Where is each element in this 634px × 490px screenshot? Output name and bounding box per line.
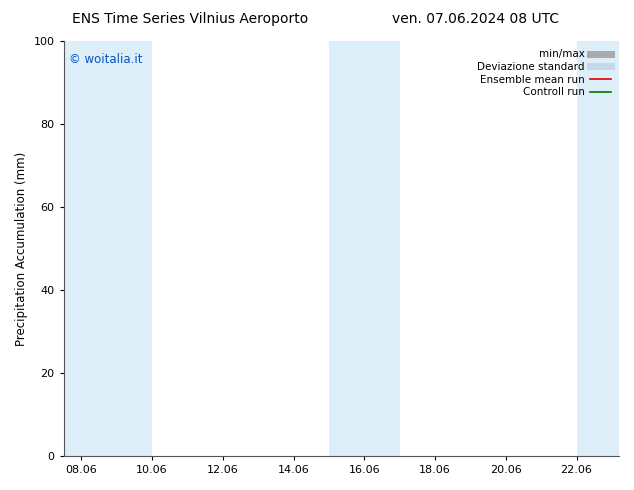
Bar — [117, 41, 152, 456]
Bar — [329, 41, 365, 456]
Bar — [63, 41, 117, 456]
Text: ENS Time Series Vilnius Aeroporto: ENS Time Series Vilnius Aeroporto — [72, 12, 308, 26]
Bar — [576, 41, 619, 456]
Bar — [365, 41, 399, 456]
Legend: min/max, Deviazione standard, Ensemble mean run, Controll run: min/max, Deviazione standard, Ensemble m… — [474, 46, 614, 100]
Text: © woitalia.it: © woitalia.it — [69, 53, 143, 67]
Text: ven. 07.06.2024 08 UTC: ven. 07.06.2024 08 UTC — [392, 12, 559, 26]
Y-axis label: Precipitation Accumulation (mm): Precipitation Accumulation (mm) — [15, 151, 28, 345]
